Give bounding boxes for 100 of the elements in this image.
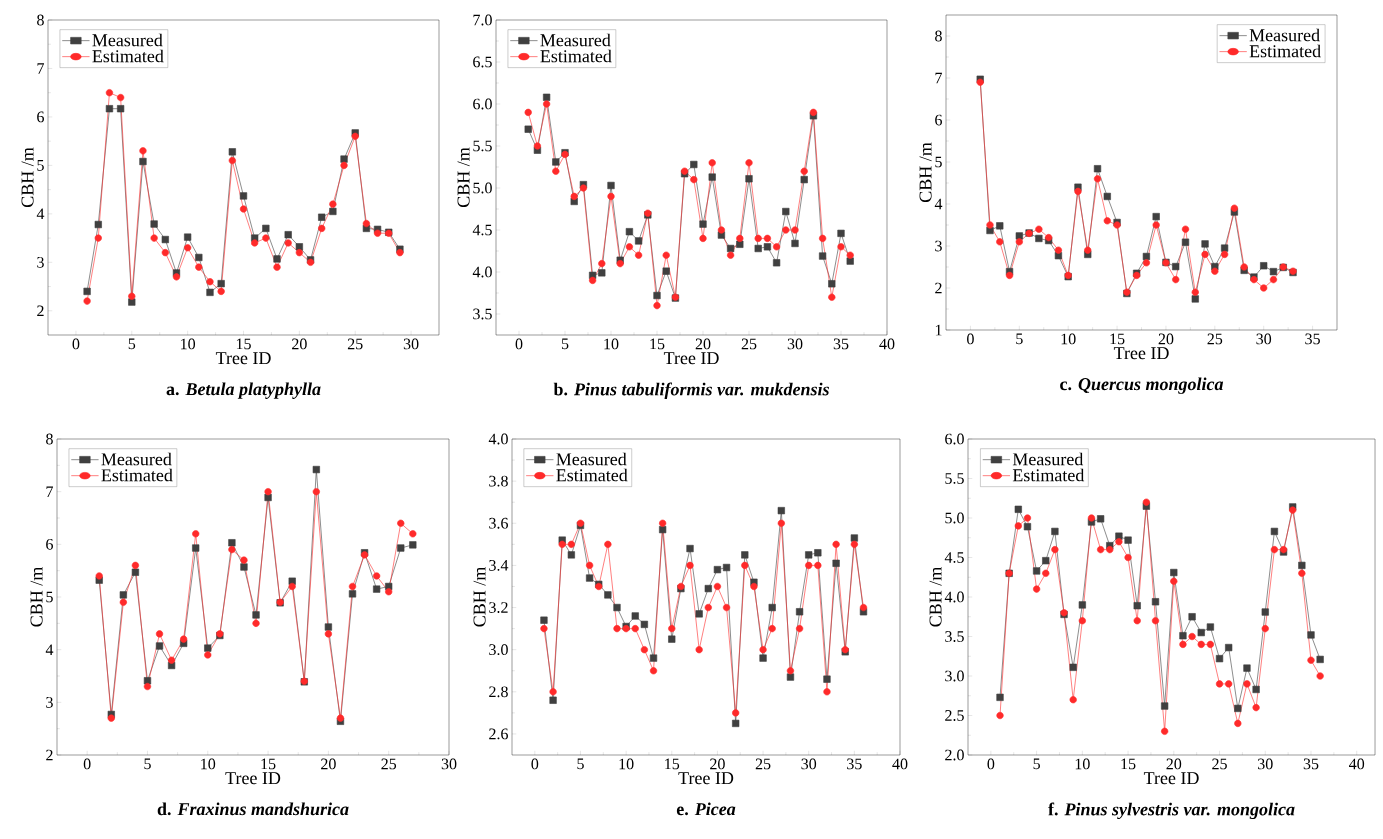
y-tick-label: 4.5 [472, 224, 492, 236]
x-axis-title: Tree ID [225, 772, 281, 785]
text: c. Quercus mongolica [1060, 377, 1224, 394]
y-tick-label: 8 [935, 30, 942, 42]
y-tick-label: 6 [46, 538, 53, 550]
x-tick-label: 0 [83, 758, 91, 770]
legend-label: Measured [540, 33, 611, 47]
x-tick-label: 10 [1075, 758, 1090, 770]
legend-label: Measured [101, 452, 172, 466]
x-tick-label: 20 [1158, 333, 1174, 345]
x-tick-label: 0 [515, 338, 523, 350]
y-tick-label: 6 [37, 111, 44, 123]
y-tick-label: 8 [46, 433, 53, 445]
x-tick-label: 25 [1212, 758, 1227, 770]
y-tick-label: 4.0 [488, 433, 508, 445]
legend-label: Estimated [1012, 468, 1085, 482]
x-tick-label: 5 [1016, 333, 1023, 345]
legend-label: Estimated [540, 49, 612, 63]
y-tick-label: 5.0 [473, 182, 492, 194]
x-tick-label: 5 [1033, 758, 1040, 770]
x-tick-label: 5 [577, 758, 584, 770]
legend-label: Measured [556, 452, 627, 466]
y-tick-label: 3.5 [473, 308, 492, 320]
y-tick-label: 6.5 [473, 56, 492, 68]
x-tick-label: 15 [665, 758, 680, 770]
y-tick-label: 5 [37, 160, 44, 171]
y-tick-label: 6.0 [473, 98, 492, 110]
x-tick-label: 25 [381, 758, 397, 770]
y-tick-label: 4 [36, 208, 45, 220]
x-tick-label: 25 [1207, 333, 1223, 345]
y-tick-label: 3.5 [945, 631, 964, 642]
y-tick-label: 4.0 [472, 266, 492, 278]
x-tick-label: 30 [801, 758, 817, 770]
text: b. Pinus tabuliformis var. mukdensis [553, 382, 829, 400]
y-tick-label: 4.5 [944, 552, 964, 563]
x-tick-label: 35 [833, 338, 849, 350]
x-tick-label: 0 [967, 333, 974, 345]
y-tick-label: 3 [935, 240, 942, 252]
y-axis-title: CBH /m [473, 567, 486, 627]
x-tick-label: 10 [604, 338, 619, 350]
y-tick-label: 1 [935, 324, 942, 336]
x-tick-label: 40 [1349, 758, 1365, 770]
x-tick-label: 0 [987, 758, 995, 770]
legend-label: Measured [1012, 452, 1084, 466]
y-tick-label: 7 [935, 72, 943, 84]
y-tick-label: 5.0 [945, 512, 964, 524]
x-tick-label: 15 [236, 338, 251, 350]
y-tick-label: 3 [37, 256, 44, 268]
x-tick-label: 15 [1121, 758, 1136, 770]
y-axis-title: CBH /m [457, 147, 470, 208]
x-tick-label: 15 [650, 338, 665, 350]
x-tick-label: 10 [181, 338, 196, 350]
x-tick-label: 40 [879, 338, 895, 350]
x-tick-label: 5 [128, 338, 136, 350]
y-tick-label: 4.0 [944, 591, 964, 603]
y-axis-title: CBH /m [929, 567, 942, 627]
x-tick-label: 35 [1303, 758, 1319, 770]
y-tick-label: 3.2 [489, 602, 508, 613]
x-tick-label: 0 [531, 758, 539, 770]
text: f. Pinus sylvestris var. mongolica [1048, 802, 1295, 820]
x-tick-label: 35 [1305, 333, 1320, 345]
y-tick-label: 3 [46, 696, 53, 708]
x-tick-label: 25 [347, 338, 363, 350]
x-tick-label: 25 [741, 338, 757, 350]
y-tick-label: 2 [37, 305, 44, 317]
y-tick-label: 5 [935, 156, 942, 168]
y-tick-label: 2.8 [489, 686, 508, 698]
text: a. Betula platyphylla [166, 382, 321, 399]
x-tick-label: 15 [1110, 333, 1125, 345]
y-tick-label: 2.6 [489, 728, 508, 740]
x-tick-label: 20 [710, 758, 725, 770]
x-tick-label: 15 [261, 758, 276, 770]
x-tick-label: 10 [1061, 333, 1076, 345]
y-tick-label: 3.4 [489, 560, 509, 571]
x-tick-label: 30 [441, 758, 457, 770]
y-tick-label: 8 [37, 14, 44, 26]
y-tick-label: 5 [46, 591, 53, 603]
y-tick-label: 3.0 [489, 644, 508, 656]
x-tick-label: 40 [892, 758, 908, 770]
y-axis-title: CBH /m [21, 147, 34, 208]
x-tick-label: 20 [321, 758, 336, 770]
x-tick-label: 10 [619, 758, 634, 770]
legend-label: Estimated [1249, 44, 1321, 58]
x-axis-title: Tree ID [215, 352, 271, 365]
y-tick-label: 5.5 [473, 140, 492, 152]
x-tick-label: 25 [755, 758, 771, 770]
y-tick-label: 7 [37, 63, 45, 74]
text: e. Picea [676, 802, 736, 816]
x-tick-label: 35 [847, 758, 862, 770]
x-axis-title: Tree ID [1143, 772, 1199, 785]
y-axis-title: CBH /m [30, 567, 43, 627]
y-axis-title: CBH /m [919, 142, 932, 203]
x-tick-label: 30 [403, 338, 419, 350]
legend-label: Estimated [92, 49, 164, 63]
y-tick-label: 6 [935, 114, 943, 126]
x-tick-label: 30 [787, 338, 803, 350]
y-tick-label: 7 [46, 486, 54, 497]
x-tick-label: 20 [292, 338, 307, 350]
y-tick-label: 2.5 [945, 710, 964, 721]
x-tick-label: 5 [561, 338, 569, 350]
